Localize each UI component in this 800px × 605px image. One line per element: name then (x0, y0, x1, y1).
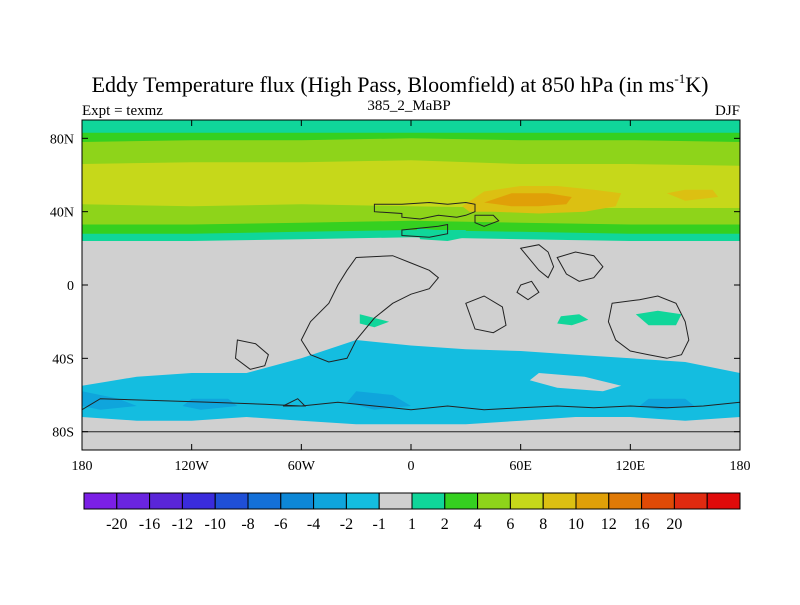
colorbar-label: 12 (601, 516, 617, 533)
x-tick-label: 60W (288, 459, 316, 474)
colorbar-label: -20 (106, 516, 127, 533)
colorbar-label: 6 (506, 516, 514, 533)
y-tick-label: 80N (50, 132, 74, 147)
colorbar-label: 10 (568, 516, 584, 533)
region-nh-max-10-12 (484, 193, 572, 207)
y-tick-label: 0 (67, 279, 74, 294)
y-tick-label: 80S (52, 426, 74, 441)
colorbar-swatch (509, 492, 544, 510)
x-axis: 180 120W 60W 0 60E 120E 180 (72, 120, 751, 474)
region-trop-green-australia (635, 310, 682, 326)
coastline-4 (519, 244, 555, 279)
colorbar-label: -4 (307, 516, 320, 533)
region-trop-green-atlantic (359, 314, 390, 328)
coastline-0 (373, 201, 476, 220)
x-tick-label: 60E (509, 459, 532, 474)
colorbar-label: -16 (139, 516, 160, 533)
y-tick-label: 40S (52, 352, 74, 367)
colorbar-label: 20 (666, 516, 682, 533)
colorbar-label: -2 (340, 516, 353, 533)
colorbar-label: 2 (441, 516, 449, 533)
colorbar-swatch (673, 492, 708, 510)
coastline-5 (556, 251, 604, 282)
colorbar-label: -12 (172, 516, 193, 533)
colorbar-swatch (181, 492, 216, 510)
colorbar-swatch (116, 492, 151, 510)
subtitle-center: 385_2_MaBP (367, 98, 450, 114)
colorbar-swatch (378, 492, 413, 510)
coastlines (82, 201, 740, 433)
coastline-6 (607, 295, 690, 359)
coastline-7 (234, 339, 269, 370)
x-tick-label: 180 (730, 459, 751, 474)
colorbar-label: -6 (274, 516, 287, 533)
colorbar-swatch (444, 492, 479, 510)
x-tick-label: 180 (72, 459, 93, 474)
coastline-11 (282, 398, 307, 407)
subtitle-right: DJF (715, 103, 740, 119)
region-sh-gap-indian (529, 373, 622, 392)
subtitle-left: Expt = texmz (82, 103, 163, 119)
colorbar-label: 16 (634, 516, 650, 533)
colorbar-label: -1 (373, 516, 386, 533)
colorbar-swatch (542, 492, 577, 510)
heatmap-regions (82, 120, 740, 425)
coastline-8 (465, 295, 507, 334)
coastline-2 (474, 214, 500, 227)
x-tick-label: 0 (408, 459, 415, 474)
x-tick-label: 120W (175, 459, 210, 474)
colorbar-label: 1 (408, 516, 416, 533)
colorbar-label: -8 (241, 516, 254, 533)
colorbar-swatch (313, 492, 347, 510)
chart-title: Eddy Temperature flux (High Pass, Bloomf… (92, 71, 709, 97)
colorbar-label: 8 (539, 516, 547, 533)
colorbar-swatch (149, 492, 183, 510)
region-trop-green-india (557, 314, 589, 326)
region-nh-band-6-8 (82, 160, 740, 208)
x-tick-label: 120E (616, 459, 646, 474)
colorbar-swatch (280, 492, 315, 510)
y-axis: 80N 40N 0 40S 80S (50, 132, 740, 441)
coastline-10 (516, 280, 540, 301)
colorbar-swatch (641, 492, 675, 510)
colorbar-swatch (214, 492, 249, 510)
colorbar-label: 4 (474, 516, 482, 533)
coastline-1 (401, 223, 449, 238)
colorbar: -20 -16 -12 -10 -8 -6 -4 -2 -1 1 2 4 6 8 10 12 16 20 (83, 492, 741, 533)
coastline-3 (300, 255, 440, 363)
region-nh-spot-pacific (666, 189, 719, 201)
colorbar-swatch (477, 492, 511, 510)
region-sh-patch-minus2-a (82, 391, 137, 410)
colorbar-swatch (411, 492, 446, 510)
coastline-9 (82, 398, 740, 433)
colorbar-label: -10 (205, 516, 226, 533)
colorbar-swatch (345, 492, 380, 510)
colorbar-swatch (706, 492, 741, 510)
colorbar-swatch (247, 492, 282, 510)
colorbar-swatch (608, 492, 643, 510)
colorbar-swatch (575, 492, 610, 510)
colorbar-swatch (83, 492, 118, 510)
y-tick-label: 40N (50, 206, 74, 221)
